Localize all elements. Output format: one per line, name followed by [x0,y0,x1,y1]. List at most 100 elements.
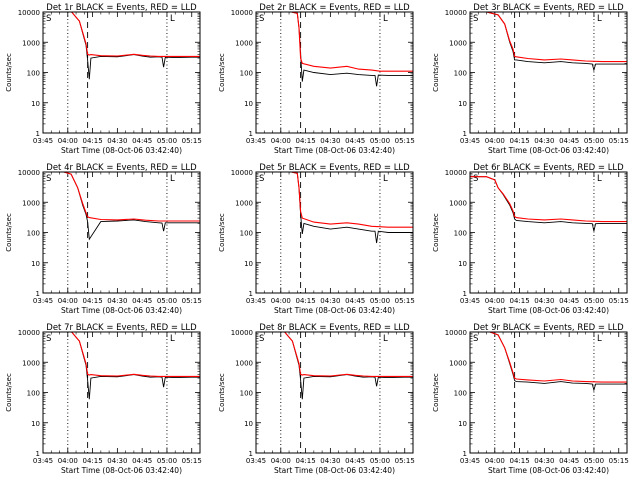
series-group [289,12,413,87]
x-tick-label: 05:00 [157,297,177,305]
y-tick-label: 10000 [18,169,40,177]
events-series-line [289,12,413,87]
plot-frame [255,331,414,454]
chart-panel-8: Det 8r BLACK = Events, RED = LLD 1 10 100 10… [218,323,415,475]
x-tick-label: 04:15 [295,137,315,145]
chart-panel-3: Det 3r BLACK = Events, RED = LLD 1 10 100 10… [432,3,629,155]
plot-frame [255,171,414,294]
events-series-line [71,12,200,80]
panel-title: Det 7r BLACK = Events, RED = LLD [46,323,197,333]
y-tick-label: 10 [458,260,467,268]
y-tick-label: 10000 [445,169,467,177]
y-axis-label: Counts/sec [5,53,13,92]
lld-series-line [61,172,200,222]
panel-title: Det 2r BLACK = Events, RED = LLD [259,3,410,13]
corner-mark-s: S [46,334,51,344]
corner-mark-s: S [259,14,264,24]
y-tick-label: 10 [244,420,253,428]
lld-series-line [283,332,413,377]
x-tick-label: 04:45 [345,137,365,145]
series-group [283,332,413,400]
x-tick-label: 05:15 [395,137,415,145]
x-tick-label: 04:00 [271,297,291,305]
plot-frame [469,331,628,454]
x-tick-label: 05:00 [584,457,604,465]
x-tick-label: 04:15 [82,297,102,305]
lld-series-line [289,172,413,228]
x-tick-label: 03:45 [460,137,480,145]
y-tick-label: 1000 [22,199,40,207]
corner-mark-l: L [383,174,388,184]
chart-panel-1: Det 1r BLACK = Events, RED = LLD 1 10 100 10… [5,3,202,155]
x-tick-label: 03:45 [33,137,53,145]
y-tick-label: 1000 [235,359,253,367]
y-tick-label: 10000 [231,329,253,337]
events-series-line [488,332,627,392]
x-tick-label: 03:45 [33,297,53,305]
x-tick-label: 04:45 [559,297,579,305]
chart-panel-2: Det 2r BLACK = Events, RED = LLD 1 10 100 10… [218,3,415,155]
x-tick-label: 05:15 [182,137,202,145]
x-tick-label: 03:45 [246,137,266,145]
y-tick-label: 1000 [235,39,253,47]
corner-mark-l: L [597,14,602,24]
x-tick-label: 04:00 [58,137,78,145]
plot-frame [469,11,628,134]
x-axis-label: Start Time (08-Oct-06 03:42:40) [488,466,609,475]
y-tick-label: 1000 [449,199,467,207]
chart-panel-4: Det 4r BLACK = Events, RED = LLD 1 10 100 10… [5,163,202,315]
corner-mark-s: S [473,334,478,344]
y-tick-label: 1 [36,290,40,298]
plot-frame [42,331,201,454]
y-tick-label: 100 [240,70,253,78]
chart-panel-6: Det 6r BLACK = Events, RED = LLD 1 10 100 10… [432,163,629,315]
y-tick-label: 10 [458,100,467,108]
events-series-line [284,332,413,400]
corner-mark-s: S [46,174,51,184]
x-axis-label: Start Time (08-Oct-06 03:42:40) [274,146,395,155]
lld-series-line [488,332,627,383]
y-axis-label: Counts/sec [5,373,13,412]
x-tick-label: 05:00 [370,297,390,305]
series-group [470,176,627,232]
plot-frame [42,11,201,134]
x-tick-label: 04:15 [509,297,529,305]
x-tick-label: 03:45 [246,457,266,465]
x-axis-label: Start Time (08-Oct-06 03:42:40) [488,306,609,315]
corner-mark-s: S [473,174,478,184]
corner-mark-l: L [383,14,388,24]
plot-frame [255,11,414,134]
y-tick-label: 1 [36,450,40,458]
x-tick-label: 05:15 [182,457,202,465]
x-tick-label: 05:00 [157,137,177,145]
y-tick-label: 100 [454,230,467,238]
y-tick-label: 100 [240,230,253,238]
y-tick-label: 10 [31,420,40,428]
x-tick-label: 05:15 [609,297,629,305]
y-tick-label: 100 [454,70,467,78]
y-tick-label: 1 [249,290,253,298]
events-series-line [71,332,200,400]
x-tick-label: 03:45 [246,297,266,305]
x-tick-label: 04:00 [485,137,505,145]
y-axis-label: Counts/sec [218,373,226,412]
y-tick-label: 100 [240,390,253,398]
x-tick-label: 04:00 [271,457,291,465]
y-axis-label: Counts/sec [432,213,440,252]
y-tick-label: 10000 [18,9,40,17]
x-tick-label: 04:45 [132,297,152,305]
series-group [70,12,200,80]
x-tick-label: 04:45 [345,297,365,305]
x-axis-label: Start Time (08-Oct-06 03:42:40) [61,306,182,315]
x-axis-label: Start Time (08-Oct-06 03:42:40) [274,306,395,315]
corner-mark-l: L [170,334,175,344]
y-tick-label: 1 [463,290,467,298]
x-tick-label: 04:30 [534,457,554,465]
y-tick-label: 10 [458,420,467,428]
corner-mark-l: L [170,14,175,24]
x-tick-label: 04:45 [132,137,152,145]
events-series-line [470,176,627,232]
x-tick-label: 04:45 [345,457,365,465]
corner-mark-l: L [170,174,175,184]
